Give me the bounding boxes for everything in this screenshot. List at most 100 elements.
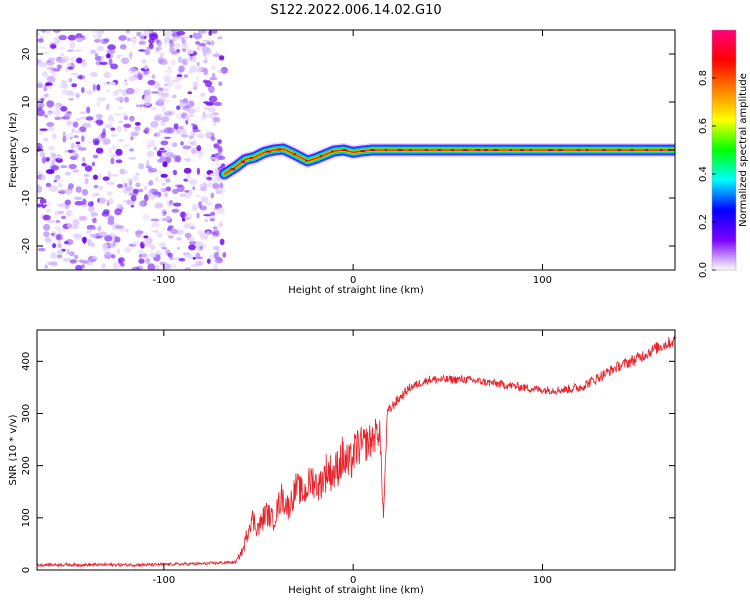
noise-blob [114, 225, 124, 229]
noise-blob [158, 87, 164, 91]
x-tick-label: -100 [152, 275, 175, 286]
noise-blob [124, 182, 128, 188]
noise-blob [74, 153, 79, 159]
ridge-peak [493, 149, 498, 151]
noise-blob [212, 121, 217, 127]
noise-blob [192, 256, 196, 260]
noise-blob [55, 220, 61, 223]
ridge-peak [644, 149, 649, 151]
noise-blob [148, 165, 152, 173]
noise-blob [137, 104, 141, 109]
noise-blob [157, 91, 164, 96]
noise-blob [91, 192, 98, 198]
noise-blob [81, 60, 87, 68]
noise-blob [96, 45, 105, 52]
spectrogram-y-label: Frequency (Hz) [8, 112, 19, 188]
noise-blob [195, 260, 204, 266]
ridge-peak [293, 153, 297, 156]
noise-blob [79, 111, 86, 115]
noise-blob [42, 214, 51, 221]
noise-blob [188, 100, 195, 108]
noise-blob [169, 256, 174, 260]
noise-blob [194, 66, 202, 73]
noise-blob [71, 83, 77, 88]
noise-blob [118, 35, 127, 41]
noise-blob [66, 111, 72, 114]
noise-blob [54, 175, 59, 182]
noise-blob [43, 223, 51, 231]
noise-blob [66, 66, 74, 70]
noise-blob [45, 182, 52, 188]
colorbar: 0.0 0.2 0.4 0.6 0.8 Normalized spectral ampl… [698, 29, 749, 278]
noise-blob [179, 193, 186, 198]
noise-blob [125, 228, 129, 233]
noise-blob [88, 256, 93, 260]
noise-blob [111, 254, 116, 259]
noise-blob [56, 116, 66, 120]
noise-blob [65, 132, 74, 140]
noise-blob [58, 35, 67, 41]
noise-blob [123, 144, 130, 147]
noise-blob [138, 249, 143, 255]
noise-blob [70, 224, 79, 230]
noise-blob [185, 157, 192, 163]
noise-blob [126, 178, 134, 182]
noise-blob [83, 173, 90, 177]
noise-blob [84, 177, 89, 185]
noise-blob [128, 243, 137, 247]
y-tick-label: 200 [21, 456, 32, 475]
noise-blob [160, 52, 164, 59]
noise-blob [110, 157, 115, 165]
noise-blob [205, 131, 212, 139]
noise-blob [219, 238, 225, 245]
noise-blob [91, 73, 98, 77]
noise-blob [206, 258, 211, 264]
noise-blob [130, 67, 137, 72]
noise-blob [54, 37, 61, 45]
noise-blob [74, 254, 79, 259]
noise-blob [130, 204, 135, 208]
noise-blob [72, 218, 80, 226]
noise-blob [151, 229, 160, 233]
noise-blob [193, 86, 198, 91]
noise-blob [47, 219, 56, 224]
noise-blob [129, 37, 138, 42]
noise-blob [217, 155, 226, 160]
noise-blob [208, 215, 217, 219]
noise-blob [170, 59, 176, 66]
noise-blob [128, 157, 137, 160]
x-tick-label: 0 [350, 275, 356, 286]
noise-blob [124, 79, 128, 82]
y-tick-label: 100 [21, 508, 32, 527]
noise-blob [135, 182, 141, 188]
noise-blob [53, 180, 57, 183]
noise-blob [149, 243, 154, 249]
noise-blob [119, 168, 125, 175]
noise-blob [103, 71, 111, 79]
noise-blob [55, 233, 64, 241]
noise-blob [162, 263, 172, 270]
noise-blob [85, 116, 94, 121]
noise-blob [182, 150, 188, 154]
x-tick-label: 0 [350, 575, 356, 586]
noise-blob [198, 42, 207, 47]
noise-blob [41, 156, 47, 164]
noise-blob [189, 178, 198, 186]
noise-blob [180, 134, 189, 138]
noise-blob [206, 230, 211, 235]
noise-blob [46, 60, 51, 63]
noise-blob [196, 105, 200, 112]
noise-blob [79, 215, 88, 221]
noise-blob [132, 240, 141, 246]
noise-blob [81, 87, 85, 94]
noise-blob [106, 103, 110, 110]
noise-blob [154, 82, 161, 89]
noise-blob [206, 182, 215, 187]
noise-blob [135, 172, 140, 176]
noise-blob [148, 180, 154, 186]
noise-blob [117, 139, 124, 142]
noise-blob [186, 173, 191, 181]
noise-blob [48, 145, 55, 151]
noise-blob [192, 81, 199, 88]
noise-blob [41, 30, 46, 34]
